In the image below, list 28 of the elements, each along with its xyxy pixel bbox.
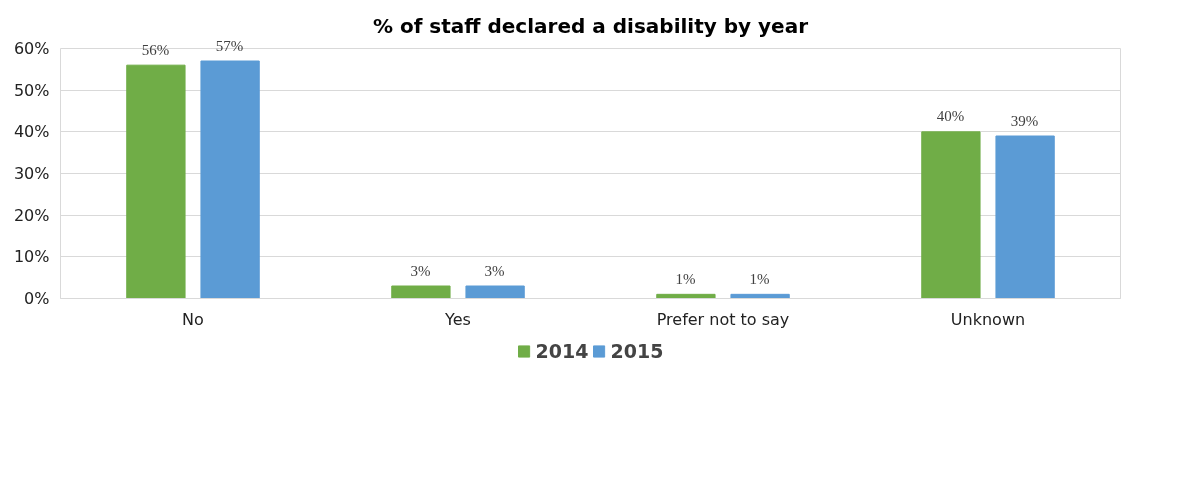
legend-label: 2015 [610, 340, 664, 362]
x-tick-label: Unknown [950, 309, 1026, 329]
y-tick-label: 40% [13, 122, 50, 142]
y-tick-label: 20% [13, 205, 50, 225]
chart-title: % of staff declared a disability by year [372, 13, 809, 38]
y-tick-label: 30% [13, 164, 50, 183]
data-label: 40% [936, 108, 965, 126]
legend-label: 2014 [535, 340, 589, 362]
data-label: 3% [410, 262, 431, 280]
bar [126, 64, 186, 299]
y-tick-label: 10% [13, 247, 50, 267]
bar [200, 60, 260, 299]
bar [391, 285, 451, 299]
data-label: 1% [749, 270, 770, 288]
y-tick-label: 60% [13, 39, 50, 58]
bar [995, 135, 1055, 299]
data-label: 1% [675, 270, 696, 288]
data-label: 57% [215, 37, 244, 55]
bar [465, 285, 525, 299]
x-tick-label: No [182, 309, 204, 329]
data-label: 3% [484, 262, 505, 280]
bar [921, 131, 981, 299]
y-tick-label: 0% [24, 289, 50, 308]
x-tick-label: Yes [444, 309, 471, 329]
y-tick-label: 50% [13, 80, 50, 100]
x-tick-label: Prefer not to say [656, 309, 790, 329]
data-label: 56% [141, 41, 170, 59]
data-label: 39% [1010, 112, 1039, 130]
